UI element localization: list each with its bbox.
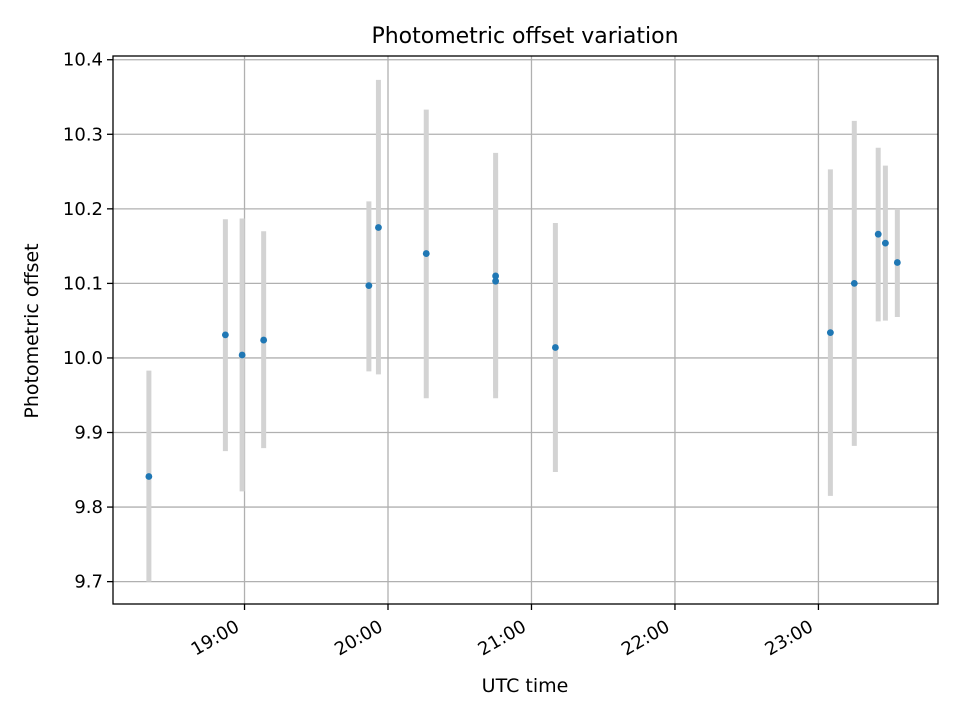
data-point <box>375 224 382 231</box>
data-point <box>826 329 834 337</box>
data-point <box>238 351 246 359</box>
data-point <box>221 331 229 339</box>
data-point <box>492 272 500 280</box>
y-tick-label: 10.0 <box>63 348 103 369</box>
y-tick-label: 10.2 <box>63 199 103 220</box>
data-point <box>145 473 153 480</box>
data-point <box>850 280 858 287</box>
axis-ticks: 19:00 20:00 21:00 22:00 23:00 9.7 9.8 9.9 10.0 10… <box>63 50 820 660</box>
error-bars <box>146 79 900 582</box>
chart-title: Photometric offset variation <box>371 24 678 49</box>
plot-frame <box>112 55 939 605</box>
grid <box>113 56 938 604</box>
data-point <box>893 259 901 266</box>
y-tick-label: 10.4 <box>63 50 103 71</box>
y-tick-label: 9.7 <box>74 572 103 593</box>
x-tick-label: 19:00 <box>188 616 243 660</box>
y-tick-label: 9.8 <box>74 497 103 518</box>
y-tick-label: 10.1 <box>63 273 103 294</box>
data-point <box>874 230 882 238</box>
y-tick-label: 10.3 <box>63 124 103 145</box>
x-tick-label: 21:00 <box>475 616 530 660</box>
data-point <box>492 277 500 285</box>
y-tick-label: 9.9 <box>74 423 103 444</box>
data-point <box>551 344 559 351</box>
x-tick-label: 22:00 <box>618 616 673 660</box>
data-points <box>145 224 901 480</box>
x-tick-label: 20:00 <box>331 616 386 660</box>
data-point <box>422 250 430 257</box>
x-axis-label: UTC time <box>482 675 569 697</box>
x-tick-label: 23:00 <box>762 616 817 660</box>
y-axis-label: Photometric offset <box>21 243 43 418</box>
data-point <box>260 336 268 344</box>
data-point <box>365 282 373 290</box>
data-point <box>881 239 889 247</box>
